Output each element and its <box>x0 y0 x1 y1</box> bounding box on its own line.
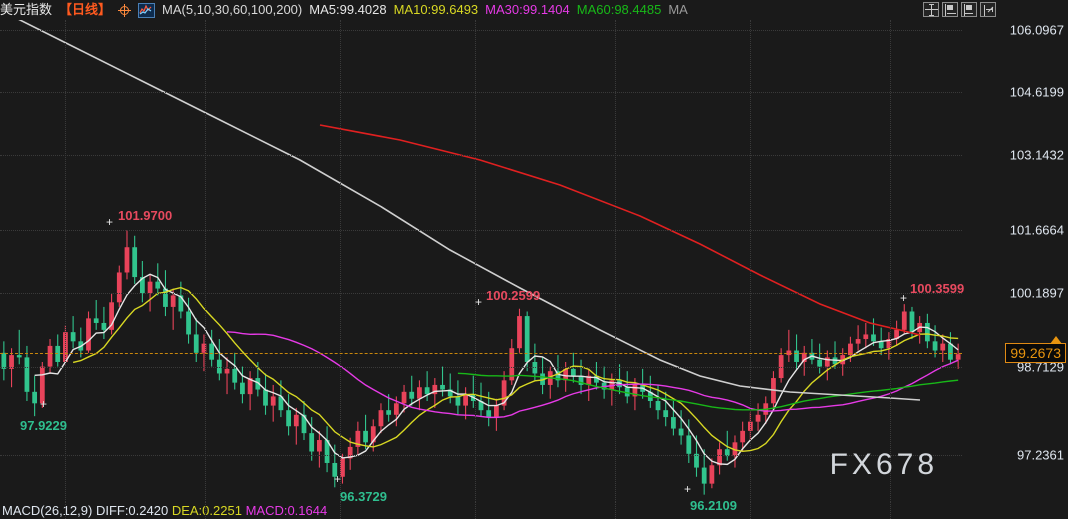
current-price-badge[interactable]: 99.2673 <box>1005 343 1066 363</box>
scroll-to-end-icon[interactable] <box>980 2 996 17</box>
gridline-v <box>340 20 341 502</box>
gridline-v <box>65 20 66 502</box>
swing-marker-icon: + <box>334 472 342 486</box>
gridline-h <box>0 30 962 31</box>
ma10-value: MA10:99.6493 <box>393 2 479 17</box>
price-plot[interactable]: 101.9700 +97.9229 +100.2599 +96.3729 +96.210… <box>0 20 965 513</box>
gridline-v <box>205 20 206 502</box>
mini-chart-icon[interactable] <box>138 2 156 18</box>
gridline-h <box>0 92 962 93</box>
gridline-v <box>890 20 891 502</box>
period-label: 【日线】 <box>59 2 112 17</box>
price-axis-label: 100.1897 <box>1009 285 1064 301</box>
ma100-value: MA <box>668 2 688 17</box>
gridline-v <box>475 20 476 502</box>
gridline-v <box>340 502 341 519</box>
candlestick-series <box>1 20 961 495</box>
gridline-h <box>0 367 962 368</box>
gridline-h <box>0 455 962 456</box>
gridline-v <box>615 20 616 502</box>
gridline-v <box>615 502 616 519</box>
swing-high-label: 100.3599 <box>910 281 965 296</box>
gridline-v <box>475 502 476 519</box>
swing-high-label: 101.9700 <box>118 208 173 223</box>
expand-right-icon[interactable] <box>961 2 977 17</box>
swing-marker-icon: + <box>684 482 692 496</box>
price-axis-label: 103.1432 <box>1009 147 1064 163</box>
macd-dea-value: DEA:0.2251 <box>171 503 242 518</box>
price-axis[interactable]: 106.0967 104.6199 103.1432 101.6664 100.1897… <box>962 20 1068 502</box>
swing-marker-icon: + <box>900 291 908 305</box>
swing-low-label: 97.9229 <box>20 418 67 433</box>
symbol-label: 美元指数 <box>0 2 53 17</box>
gridline-h <box>0 155 962 156</box>
gridline-v <box>65 502 66 519</box>
swing-low-label: 96.2109 <box>690 498 737 513</box>
gridline-v <box>205 502 206 519</box>
swing-high-label: 100.2599 <box>486 288 541 303</box>
swing-marker-icon: + <box>40 397 48 411</box>
chart-header: 美元指数 【日线】 MA(5,10,30,60,100,200) MA5:99.… <box>0 0 1068 20</box>
price-axis-label: 98.7129 <box>1017 359 1064 375</box>
gridline-h <box>0 230 962 231</box>
gridline-v <box>750 20 751 502</box>
move-crosshair-icon[interactable] <box>923 2 939 17</box>
ma-config-label: MA(5,10,30,60,100,200) <box>162 2 303 17</box>
current-price-line <box>0 353 962 354</box>
swing-marker-icon: + <box>475 295 483 309</box>
swing-low-label: 96.3729 <box>340 489 387 504</box>
swing-marker-icon: + <box>106 215 114 229</box>
shrink-left-icon[interactable] <box>942 2 958 17</box>
price-marker-icon <box>1050 336 1062 344</box>
price-axis-label: 97.2361 <box>1017 447 1064 463</box>
macd-diff-value: DIFF:0.2420 <box>95 503 169 518</box>
gridline-v <box>890 502 891 519</box>
macd-panel[interactable]: MACD(26,12,9) DIFF:0.2420 DEA:0.2251 MAC… <box>0 502 1068 519</box>
crosshair-icon[interactable] <box>118 3 132 17</box>
gridline-v <box>750 502 751 519</box>
macd-config-label: MACD(26,12,9) <box>2 503 93 518</box>
ma60-value: MA60:98.4485 <box>576 2 662 17</box>
price-axis-label: 106.0967 <box>1009 22 1064 38</box>
ma30-value: MA30:99.1404 <box>485 2 570 17</box>
price-axis-label: 101.6664 <box>1009 222 1064 238</box>
macd-legend: MACD(26,12,9) DIFF:0.2420 DEA:0.2251 MAC… <box>2 503 327 518</box>
gridline-h <box>0 293 962 294</box>
price-axis-label: 104.6199 <box>1009 84 1064 100</box>
macd-macd-value: MACD:0.1644 <box>245 503 328 518</box>
chart-toolbar <box>923 2 996 17</box>
ma5-value: MA5:99.4028 <box>309 2 387 17</box>
watermark: FX678 <box>829 448 938 481</box>
